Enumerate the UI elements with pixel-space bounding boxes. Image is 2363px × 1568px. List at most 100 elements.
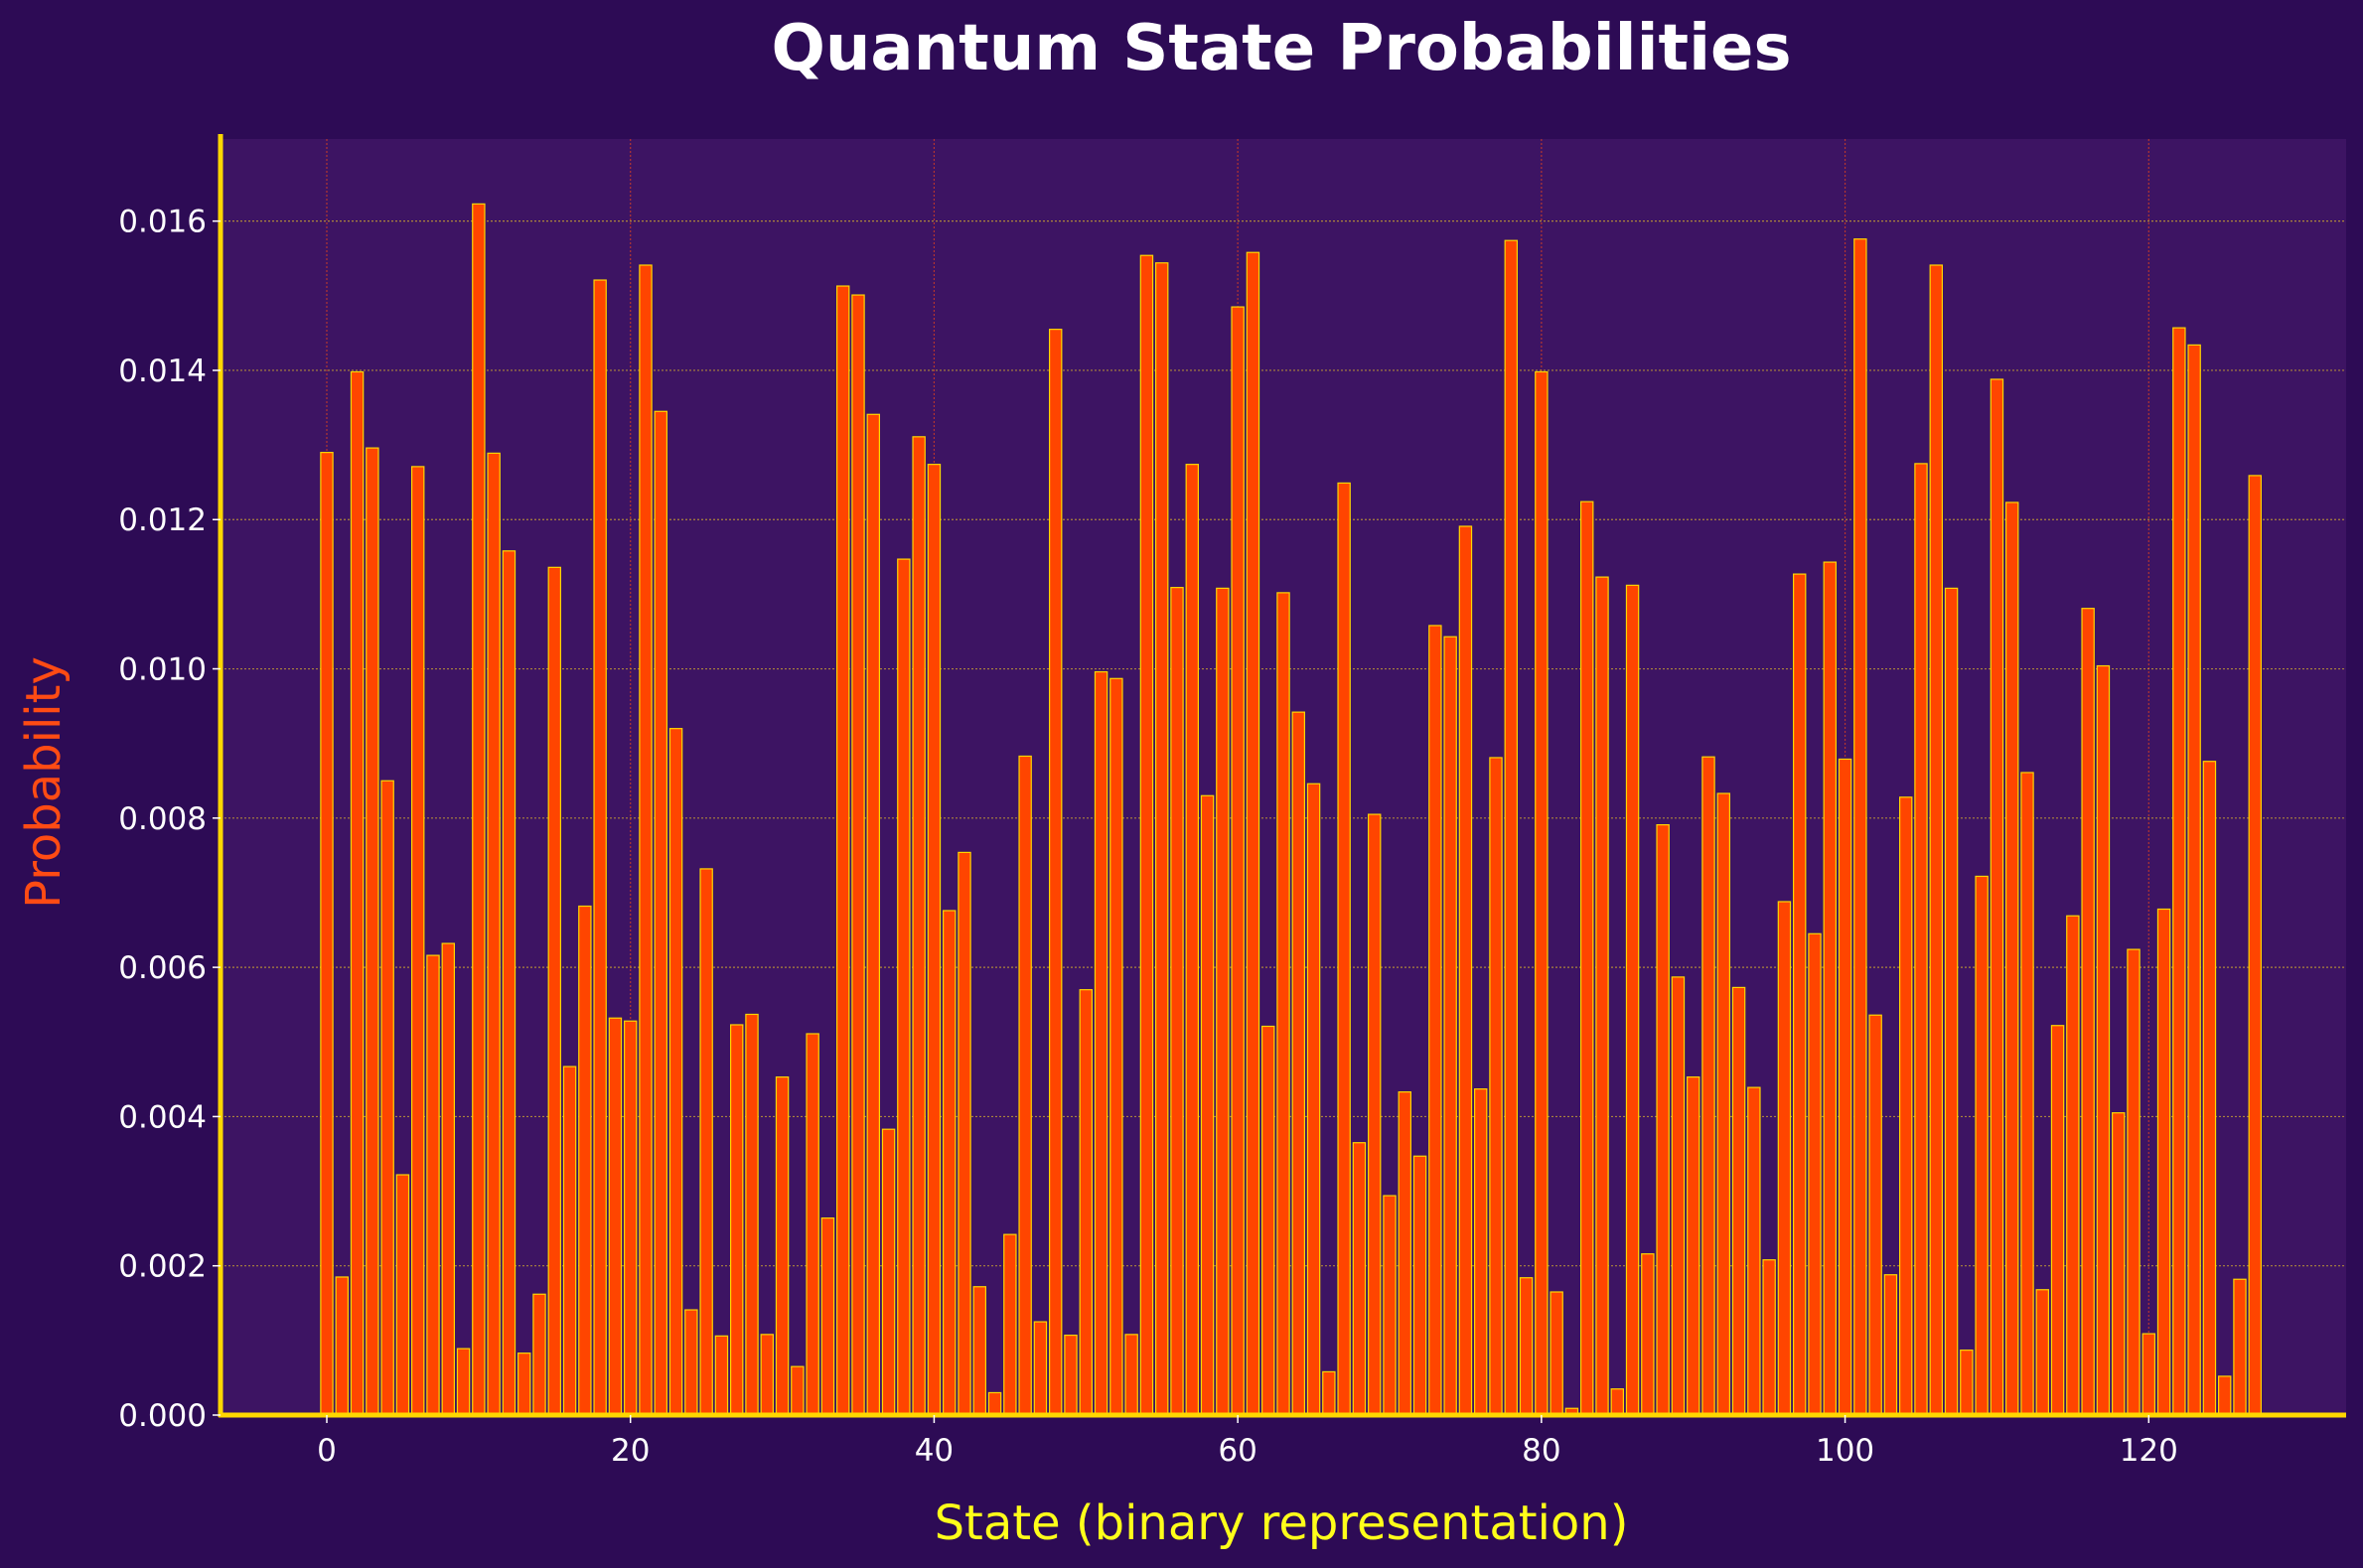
bar-state-72 xyxy=(1412,1155,1427,1416)
bar-state-121 xyxy=(2156,908,2171,1416)
bar-state-35 xyxy=(851,294,865,1416)
bar-state-12 xyxy=(502,550,517,1416)
bar-state-31 xyxy=(791,1365,805,1416)
bar-state-62 xyxy=(1260,1025,1275,1416)
bar-state-69 xyxy=(1367,813,1382,1416)
bar-state-110 xyxy=(1990,378,2004,1416)
bar-state-97 xyxy=(1792,573,1807,1416)
bar-state-37 xyxy=(881,1128,896,1416)
bar-state-112 xyxy=(2020,772,2034,1416)
y-tick-label: 0.006 xyxy=(118,950,207,986)
bar-state-6 xyxy=(411,466,425,1416)
bar-state-58 xyxy=(1200,794,1215,1416)
bar-state-15 xyxy=(547,566,562,1416)
bar-state-89 xyxy=(1671,976,1686,1416)
bar-state-127 xyxy=(2248,475,2262,1416)
axis-spines xyxy=(218,134,2346,1418)
bar-state-80 xyxy=(1535,370,1549,1416)
bar-state-2 xyxy=(350,370,365,1416)
bar-state-18 xyxy=(593,279,607,1416)
bar-state-20 xyxy=(623,1020,638,1416)
bar-state-17 xyxy=(578,905,592,1416)
bar-state-103 xyxy=(1883,1274,1898,1416)
bar-state-75 xyxy=(1458,525,1473,1416)
bar-state-40 xyxy=(927,464,942,1416)
bar-state-3 xyxy=(366,447,379,1416)
bar-state-123 xyxy=(2187,344,2201,1416)
bar-state-28 xyxy=(745,1013,759,1416)
bar-state-114 xyxy=(2050,1025,2065,1416)
bar-state-96 xyxy=(1777,901,1792,1416)
y-tick-label: 0.014 xyxy=(118,354,207,389)
bar-state-24 xyxy=(684,1309,698,1416)
y-tick-label: 0.008 xyxy=(118,801,207,837)
bar-state-67 xyxy=(1337,482,1351,1416)
bar-state-13 xyxy=(517,1353,531,1416)
bar-state-66 xyxy=(1322,1370,1336,1416)
bar-state-44 xyxy=(987,1391,1002,1416)
bar-state-14 xyxy=(532,1293,546,1416)
bar-state-83 xyxy=(1579,500,1594,1416)
x-tick-label: 20 xyxy=(611,1433,650,1469)
bar-state-102 xyxy=(1868,1014,1882,1416)
bar-state-81 xyxy=(1550,1291,1563,1416)
bar-state-111 xyxy=(2004,501,2019,1416)
bar-state-117 xyxy=(2096,664,2111,1416)
bar-state-93 xyxy=(1731,986,1746,1416)
bar-state-0 xyxy=(320,452,334,1416)
bar-state-73 xyxy=(1428,625,1442,1416)
bar-state-52 xyxy=(1109,677,1123,1416)
bar-state-64 xyxy=(1291,711,1305,1416)
bar-state-9 xyxy=(456,1348,471,1416)
bar-state-85 xyxy=(1610,1388,1624,1416)
bar-state-108 xyxy=(1960,1350,1974,1416)
x-tick-label: 40 xyxy=(915,1433,954,1469)
bar-state-50 xyxy=(1079,989,1093,1416)
bar-state-39 xyxy=(912,436,926,1416)
bar-state-34 xyxy=(835,285,850,1416)
chart-title: Quantum State Probabilities xyxy=(771,12,1791,85)
bar-state-5 xyxy=(395,1174,410,1416)
bar-state-46 xyxy=(1018,755,1032,1416)
bar-state-16 xyxy=(562,1066,577,1416)
bar-state-116 xyxy=(2081,608,2095,1416)
bar-state-94 xyxy=(1747,1086,1761,1416)
bar-state-1 xyxy=(335,1276,349,1416)
bar-state-47 xyxy=(1033,1321,1048,1416)
bar-state-126 xyxy=(2233,1278,2247,1416)
bar-state-113 xyxy=(2035,1289,2049,1416)
bar-state-41 xyxy=(942,910,957,1416)
bar-state-104 xyxy=(1898,796,1913,1416)
bar-state-71 xyxy=(1398,1091,1411,1416)
bar-state-125 xyxy=(2218,1375,2232,1416)
bar-state-88 xyxy=(1656,823,1670,1416)
bar-state-8 xyxy=(441,942,455,1416)
bar-state-22 xyxy=(654,410,668,1416)
bar-state-42 xyxy=(958,851,971,1416)
bar-state-106 xyxy=(1929,264,1943,1416)
bar-state-120 xyxy=(2141,1333,2155,1416)
bar-state-4 xyxy=(380,780,394,1416)
bar-state-76 xyxy=(1473,1088,1488,1416)
bar-state-55 xyxy=(1154,262,1169,1416)
x-tick-label: 0 xyxy=(317,1433,337,1469)
bar-state-45 xyxy=(1003,1233,1017,1416)
bar-state-33 xyxy=(820,1217,835,1416)
bar-state-38 xyxy=(897,558,911,1416)
bar-state-56 xyxy=(1170,587,1184,1416)
y-tick-label: 0.004 xyxy=(118,1099,207,1135)
bar-state-27 xyxy=(729,1024,744,1416)
y-tick-label: 0.016 xyxy=(118,205,207,240)
bar-state-105 xyxy=(1914,463,1928,1416)
bar-state-30 xyxy=(775,1075,790,1416)
bar-state-98 xyxy=(1808,932,1822,1416)
bar-state-118 xyxy=(2112,1112,2126,1416)
bar-state-25 xyxy=(699,868,713,1416)
bar-state-95 xyxy=(1762,1259,1776,1416)
x-tick-label: 80 xyxy=(1522,1433,1560,1469)
bar-state-78 xyxy=(1504,239,1518,1416)
bar-state-21 xyxy=(639,264,653,1416)
bar-state-91 xyxy=(1701,756,1715,1416)
tick-labels: 0 20 40 60 80 100 120 0.000 0.002 0.004 0.006 0.008… xyxy=(118,205,2178,1469)
